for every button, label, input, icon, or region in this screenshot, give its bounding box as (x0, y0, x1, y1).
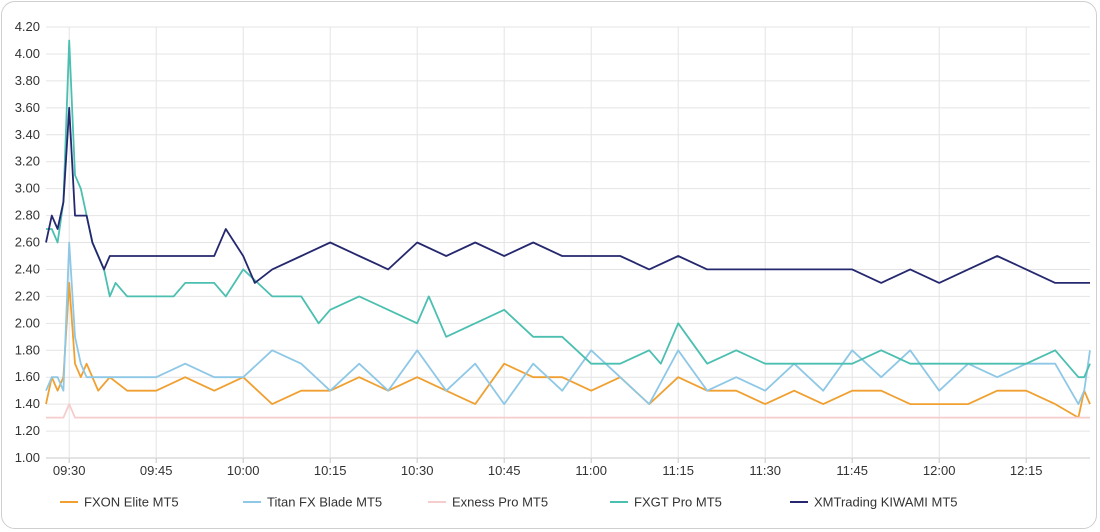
y-tick-label: 3.60 (15, 100, 40, 115)
y-tick-label: 3.80 (15, 73, 40, 88)
y-tick-label: 2.40 (15, 261, 40, 276)
series-line-3 (46, 403, 1090, 419)
legend: FXON Elite MT5 Titan FX Blade MT5 Exness P… (60, 495, 958, 510)
x-tick-label: 09:45 (140, 463, 173, 478)
series-layer (45, 39, 1091, 419)
x-tick-label: 09:30 (53, 463, 86, 478)
y-tick-label: 1.80 (15, 342, 40, 357)
x-tick-label: 11:45 (836, 463, 868, 478)
legend-label: FXGT Pro MT5 (634, 495, 722, 510)
y-tick-label: 2.80 (15, 208, 40, 223)
x-tick-label: 10:45 (488, 463, 521, 478)
y-tick-label: 1.20 (15, 423, 40, 438)
y-tick-label: 2.20 (15, 288, 40, 303)
x-tick-label: 11:15 (662, 463, 694, 478)
x-tick-label: 12:15 (1010, 463, 1043, 478)
y-tick-label: 2.60 (15, 235, 40, 250)
legend-label: Exness Pro MT5 (452, 495, 548, 510)
y-tick-label: 1.40 (15, 396, 40, 411)
y-tick-label: 1.60 (15, 369, 40, 384)
series-line-5 (45, 106, 1090, 284)
legend-label: XMTrading KIWAMI MT5 (814, 495, 958, 510)
x-tick-label: 10:30 (401, 463, 434, 478)
x-tick-label: 11:30 (749, 463, 781, 478)
y-tick-label: 3.20 (15, 154, 40, 169)
series-line-4 (46, 39, 1091, 379)
x-tick-label: 11:00 (575, 463, 607, 478)
legend-label: Titan FX Blade MT5 (267, 495, 382, 510)
series-line-2 (45, 241, 1091, 406)
x-axis-ticks: 09:30 09:45 10:00 10:15 10:30 10:45 11:00 11:15… (53, 463, 1043, 478)
y-tick-label: 1.00 (15, 450, 40, 465)
y-tick-label: 4.20 (15, 19, 40, 34)
y-tick-label: 3.40 (15, 127, 40, 142)
x-tick-label: 12:00 (923, 463, 956, 478)
y-tick-label: 3.00 (15, 181, 40, 196)
y-tick-label: 2.00 (15, 315, 40, 330)
y-tick-label: 4.00 (15, 46, 40, 61)
x-tick-label: 10:00 (227, 463, 260, 478)
grid-layer (46, 26, 1090, 463)
legend-label: FXON Elite MT5 (84, 495, 179, 510)
x-tick-label: 10:15 (314, 463, 347, 478)
y-axis-ticks: 1.00 1.20 1.40 1.60 1.80 2.00 2.20 2.40 2.60 2.80… (15, 19, 40, 465)
